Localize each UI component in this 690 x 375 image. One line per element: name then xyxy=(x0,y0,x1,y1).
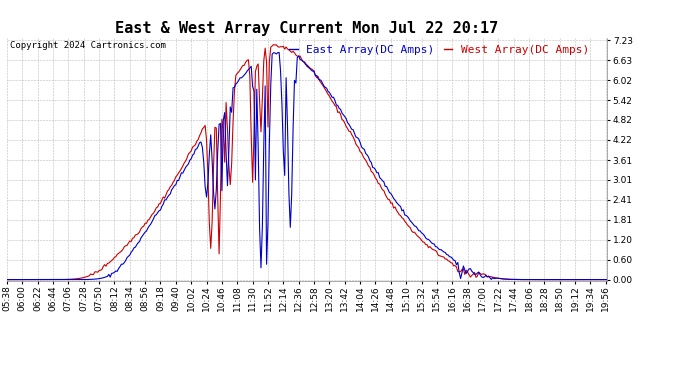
Text: Copyright 2024 Cartronics.com: Copyright 2024 Cartronics.com xyxy=(10,41,166,50)
Legend: East Array(DC Amps), West Array(DC Amps): East Array(DC Amps), West Array(DC Amps) xyxy=(284,40,594,60)
Title: East & West Array Current Mon Jul 22 20:17: East & West Array Current Mon Jul 22 20:… xyxy=(115,21,499,36)
